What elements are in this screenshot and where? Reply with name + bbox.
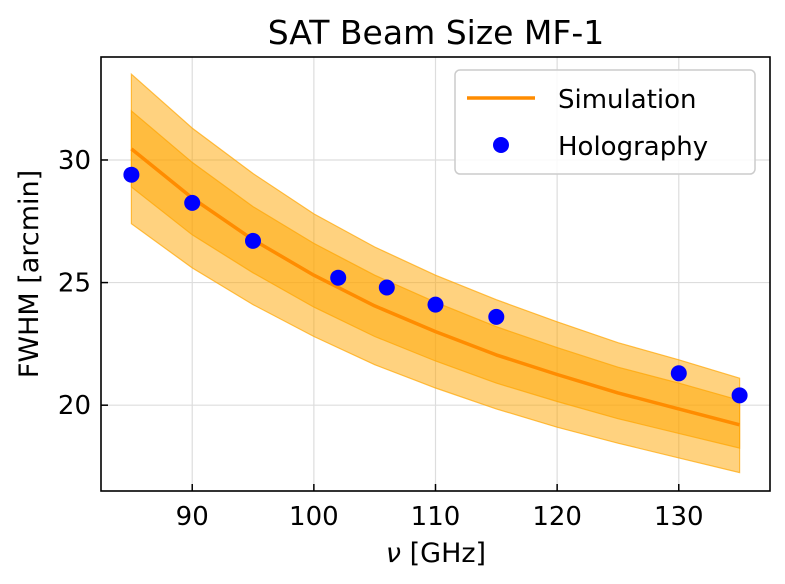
legend-holography-label: Holography	[558, 132, 708, 162]
holography-point	[731, 387, 748, 404]
holography-point	[427, 296, 444, 313]
uncertainty-bands	[130, 72, 741, 474]
chart-title: SAT Beam Size MF-1	[268, 13, 605, 52]
holography-point	[670, 365, 687, 382]
holography-point	[123, 166, 140, 183]
x-axis-label: ν [GHz]	[386, 538, 486, 569]
simulation-line	[130, 147, 741, 427]
legend-box	[454, 69, 756, 175]
x-tick-label: 130	[654, 502, 704, 532]
holography-point	[330, 269, 347, 286]
legend-simulation-label: Simulation	[558, 85, 697, 115]
x-tick-label: 110	[411, 502, 461, 532]
holography-points	[123, 166, 748, 404]
x-tick-label: 120	[532, 502, 582, 532]
y-tick-label: 30	[58, 146, 91, 176]
axis-ticks: 90 100 110 120 130 20 25 30	[58, 146, 704, 532]
y-axis-label: FWHM [arcmin]	[14, 170, 45, 378]
x-axis-symbol: ν	[386, 538, 401, 569]
legend-holography-swatch	[493, 137, 509, 153]
holography-point	[245, 232, 261, 249]
legend: Simulation Holography	[454, 69, 756, 175]
x-tick-label: 90	[176, 502, 209, 532]
holography-point	[184, 194, 201, 211]
holography-point	[378, 279, 395, 296]
x-axis-unit: [GHz]	[410, 538, 486, 569]
simulation-line-layer	[130, 147, 741, 427]
y-tick-label: 20	[58, 391, 91, 421]
holography-point	[488, 308, 505, 325]
y-tick-label: 25	[58, 269, 91, 299]
inner-uncertainty-band	[130, 109, 741, 449]
x-tick-label: 100	[289, 502, 339, 532]
x-axis-unit-sep	[401, 538, 410, 569]
